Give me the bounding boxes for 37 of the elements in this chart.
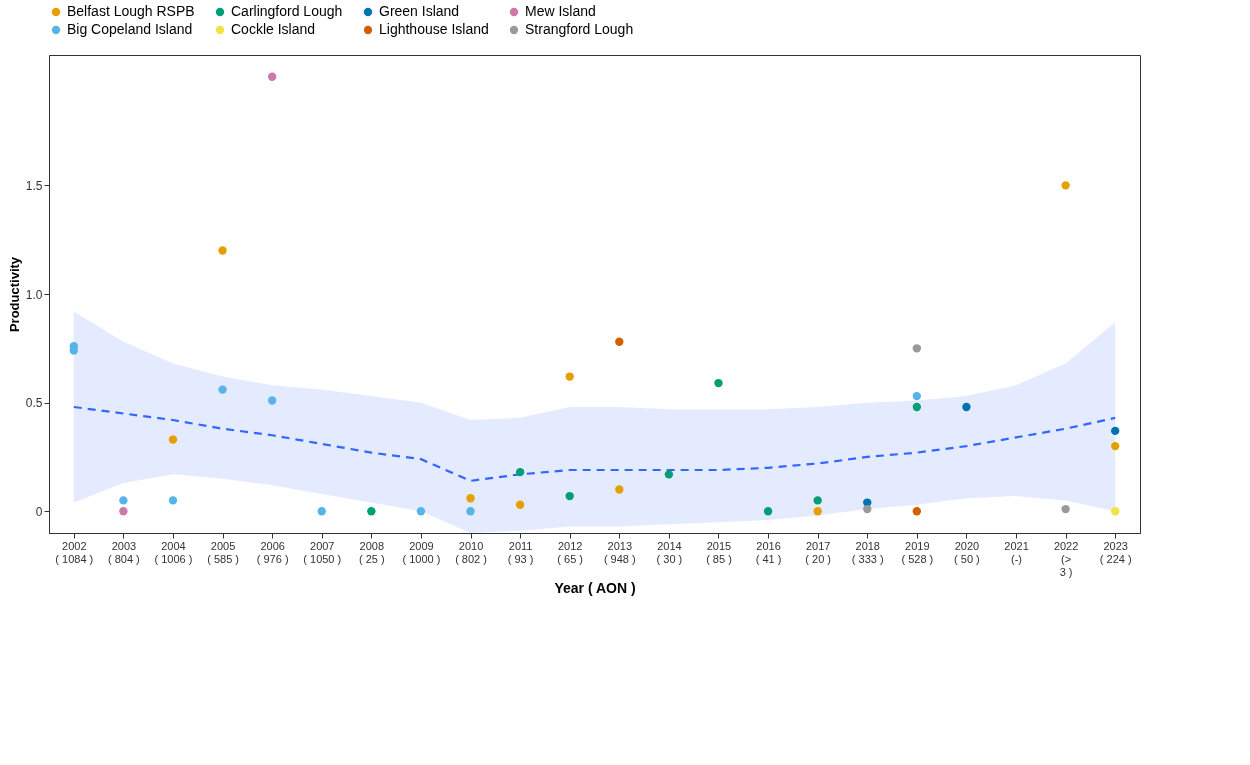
x-tick-label: 2020 ( 50 ): [954, 539, 980, 565]
y-tick-label: 0: [35, 504, 43, 519]
x-tick-label: 2008 ( 25 ): [359, 539, 385, 565]
y-axis-title: Productivity: [6, 256, 22, 333]
x-axis-title: Year ( AON ): [554, 579, 636, 596]
x-tick-label: 2009 ( 1000 ): [402, 539, 441, 565]
legend-label: Big Copeland Island: [67, 21, 193, 37]
x-tick-label: 2022 (> 3 ): [1053, 539, 1079, 578]
x-tick-label: 2019 ( 528 ): [901, 539, 934, 565]
legend-label: Green Island: [379, 3, 460, 19]
x-tick-label: 2006 ( 976 ): [256, 539, 289, 565]
x-tick-label: 2018 ( 333 ): [851, 539, 884, 565]
x-tick-label: 2016 ( 41 ): [755, 539, 782, 565]
x-tick-label: 2003 ( 804 ): [107, 539, 140, 565]
y-tick-label: 1.0: [25, 287, 43, 302]
x-tick-label: 2013 ( 948 ): [603, 539, 636, 565]
x-tick-label: 2015 ( 85 ): [706, 539, 732, 565]
line-series: [72, 405, 1117, 482]
x-tick-label: 2005 ( 585 ): [207, 539, 239, 565]
y-tick-label: 0.5: [25, 396, 43, 411]
x-tick-label: 2004 ( 1006 ): [154, 539, 193, 565]
y-tick-label: 1.5: [25, 178, 43, 193]
x-tick-label: 2007 ( 1050 ): [303, 539, 342, 565]
x-tick-label: 2010 ( 802 ): [455, 539, 487, 565]
x-tick-label: 2011 ( 93 ): [507, 539, 534, 565]
x-tick-label: 2002 ( 1084 ): [55, 539, 94, 565]
legend-label: Belfast Lough RSPB: [67, 3, 195, 19]
legend-label: Carlingford Lough: [231, 3, 343, 19]
x-tick-label: 2014 ( 30 ): [656, 539, 683, 565]
legend-label: Lighthouse Island: [379, 21, 489, 37]
x-tick-label: 2021 (-): [1004, 539, 1029, 565]
legend-label: Mew Island: [525, 3, 596, 19]
legend-label: Strangford Lough: [525, 21, 634, 37]
legend-label: Cockle Island: [231, 21, 316, 37]
x-tick-label: 2012 ( 65 ): [557, 539, 584, 565]
x-tick-label: 2017 ( 20 ): [805, 539, 831, 565]
x-tick-label: 2023 ( 224 ): [1099, 539, 1132, 565]
